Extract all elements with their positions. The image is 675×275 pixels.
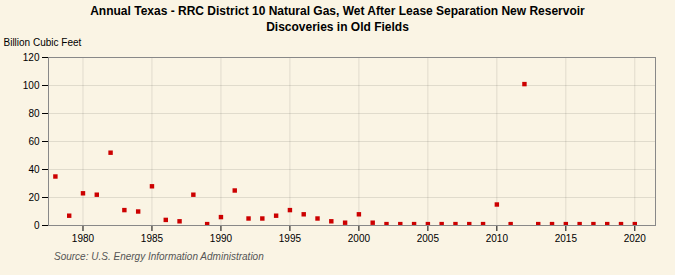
svg-text:100: 100: [23, 80, 40, 91]
svg-text:40: 40: [28, 164, 40, 175]
svg-text:Billion Cubic Feet: Billion Cubic Feet: [4, 37, 82, 48]
svg-text:2000: 2000: [348, 233, 371, 244]
svg-text:1995: 1995: [279, 233, 302, 244]
svg-text:60: 60: [28, 136, 40, 147]
svg-text:2010: 2010: [486, 233, 509, 244]
svg-text:2005: 2005: [417, 233, 440, 244]
svg-text:1990: 1990: [210, 233, 233, 244]
html-text:Source: U.S. Energy Informatio: Source: U.S. Energy Information Administ…: [54, 251, 264, 263]
svg-text:80: 80: [28, 108, 40, 119]
svg-text:20: 20: [28, 192, 40, 203]
svg-text:1980: 1980: [72, 233, 95, 244]
svg-text:1985: 1985: [141, 233, 164, 244]
svg-text:2020: 2020: [624, 233, 647, 244]
html-text:Annual Texas - RRC District 10: Annual Texas - RRC District 10 Natural G…: [90, 4, 585, 34]
svg-text:0: 0: [34, 220, 40, 231]
svg-text:2015: 2015: [555, 233, 578, 244]
svg-text:120: 120: [23, 52, 40, 63]
